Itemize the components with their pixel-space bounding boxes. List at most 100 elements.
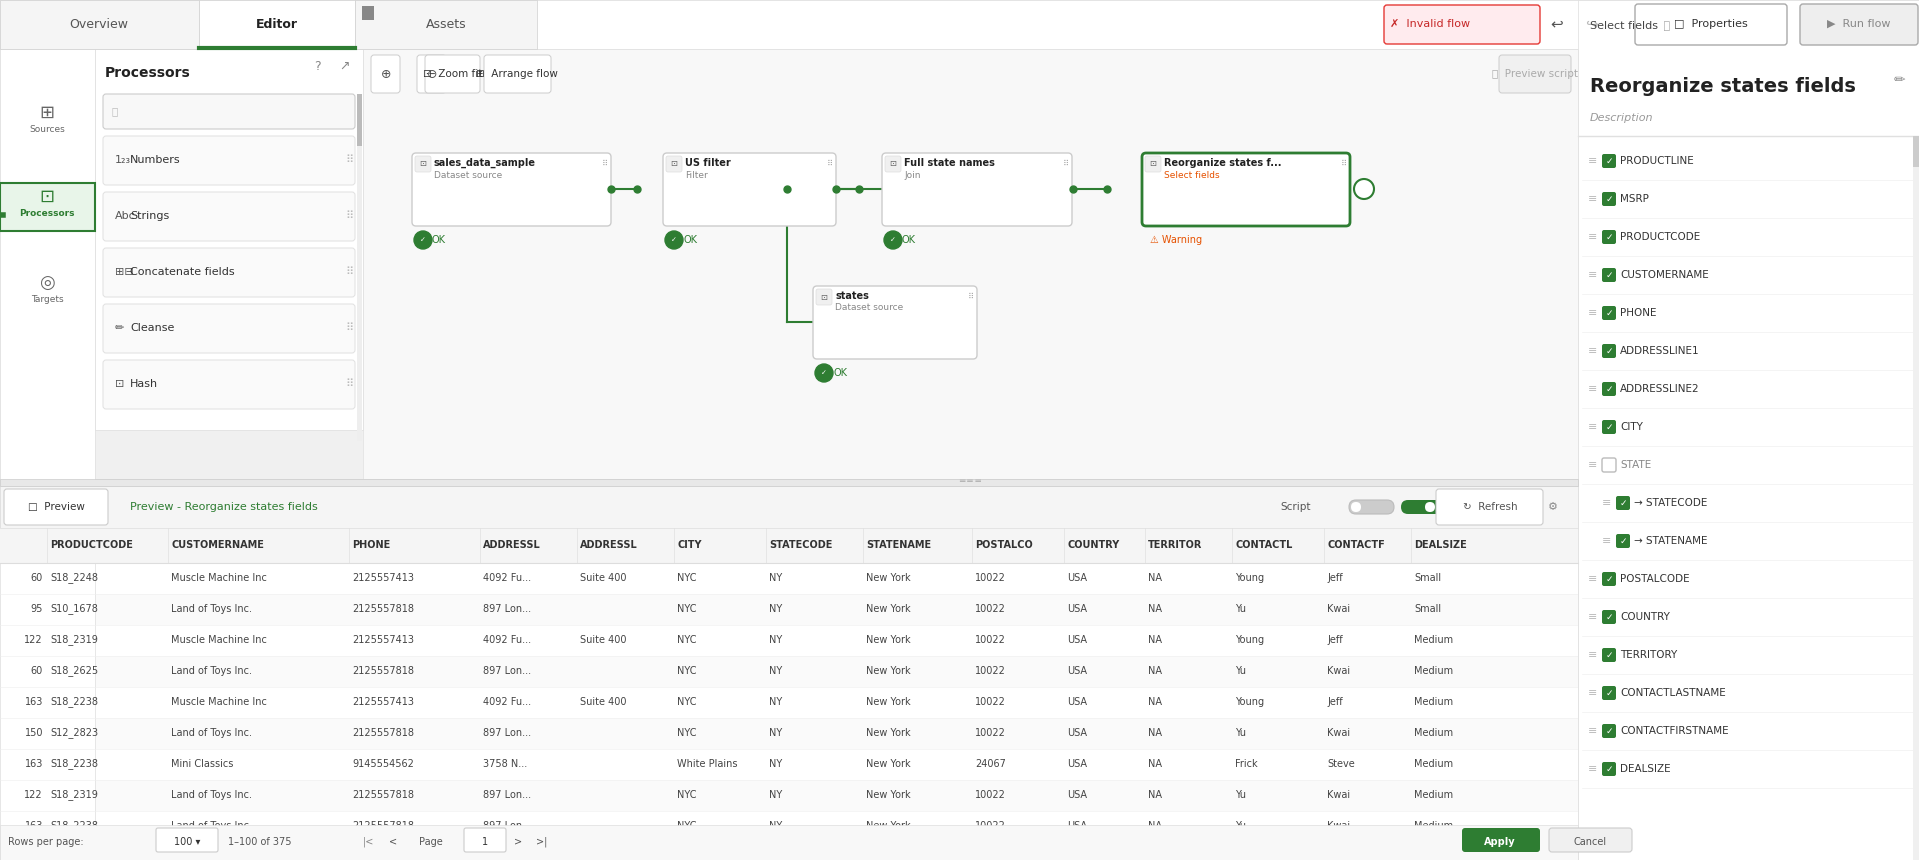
Text: 4092 Fu...: 4092 Fu... <box>484 635 532 645</box>
Text: OK: OK <box>683 235 697 245</box>
Text: NY: NY <box>770 573 783 583</box>
FancyBboxPatch shape <box>885 156 902 172</box>
Bar <box>0 479 1577 860</box>
Text: New York: New York <box>865 821 912 831</box>
Bar <box>0 749 1577 780</box>
Text: ≡: ≡ <box>1589 270 1597 280</box>
Text: Muscle Machine Inc: Muscle Machine Inc <box>171 635 267 645</box>
Text: ⚠ Warning: ⚠ Warning <box>1149 235 1201 245</box>
Text: ✗  Invalid flow: ✗ Invalid flow <box>1389 19 1470 29</box>
Text: Editor: Editor <box>255 17 297 30</box>
Text: ⠿: ⠿ <box>827 158 833 168</box>
Text: NYC: NYC <box>677 728 697 738</box>
Text: □  Properties: □ Properties <box>1673 19 1748 29</box>
Text: NY: NY <box>770 728 783 738</box>
Text: ✓: ✓ <box>1606 689 1612 697</box>
Text: ✓: ✓ <box>672 237 677 243</box>
Bar <box>96 49 363 430</box>
Text: ✓: ✓ <box>1606 574 1612 583</box>
FancyBboxPatch shape <box>1602 420 1616 434</box>
FancyBboxPatch shape <box>662 153 837 226</box>
Text: 95: 95 <box>31 604 42 614</box>
Text: ≡: ≡ <box>1589 308 1597 318</box>
Text: 150: 150 <box>25 728 42 738</box>
Text: Medium: Medium <box>1414 666 1453 676</box>
Text: Targets: Targets <box>31 294 63 304</box>
Text: ✓: ✓ <box>1620 537 1627 545</box>
Text: ↩: ↩ <box>1551 16 1564 32</box>
Text: STATECODE: STATECODE <box>770 540 833 550</box>
Text: USA: USA <box>1067 790 1086 800</box>
Text: S18_2238: S18_2238 <box>50 759 98 770</box>
Text: 10022: 10022 <box>975 728 1006 738</box>
Text: OK: OK <box>833 368 846 378</box>
Text: NYC: NYC <box>677 697 697 707</box>
Text: USA: USA <box>1067 604 1086 614</box>
Text: ≡: ≡ <box>1589 764 1597 774</box>
Bar <box>0 594 1577 625</box>
Text: NYC: NYC <box>677 821 697 831</box>
FancyBboxPatch shape <box>883 153 1073 226</box>
FancyBboxPatch shape <box>1602 648 1616 662</box>
Text: USA: USA <box>1067 573 1086 583</box>
Text: NYC: NYC <box>677 604 697 614</box>
Text: ⓘ: ⓘ <box>1660 21 1670 31</box>
Text: Land of Toys Inc.: Land of Toys Inc. <box>171 604 251 614</box>
Text: ✓: ✓ <box>1606 194 1612 204</box>
Text: ✓: ✓ <box>1606 271 1612 280</box>
Text: sales_data_sample: sales_data_sample <box>434 158 535 169</box>
Text: S18_2238: S18_2238 <box>50 820 98 832</box>
Text: 3758 N...: 3758 N... <box>484 759 528 769</box>
Text: ADDRESSL: ADDRESSL <box>580 540 637 550</box>
Text: 2125557818: 2125557818 <box>351 666 415 676</box>
Text: ≡: ≡ <box>1589 460 1597 470</box>
Text: Young: Young <box>1236 697 1265 707</box>
Text: ✓: ✓ <box>1620 499 1627 507</box>
Text: 60: 60 <box>31 666 42 676</box>
FancyBboxPatch shape <box>1349 500 1393 514</box>
Text: → STATENAME: → STATENAME <box>1633 536 1708 546</box>
Text: CONTACTLASTNAME: CONTACTLASTNAME <box>1620 688 1725 698</box>
Text: DEALSIZE: DEALSIZE <box>1414 540 1466 550</box>
Text: Mini Classics: Mini Classics <box>171 759 234 769</box>
Text: Reorganize states fields: Reorganize states fields <box>1591 77 1856 96</box>
Text: 163: 163 <box>25 697 42 707</box>
FancyBboxPatch shape <box>104 248 355 297</box>
Text: ⠿: ⠿ <box>603 158 608 168</box>
Text: NA: NA <box>1148 573 1163 583</box>
Bar <box>363 49 1577 479</box>
FancyBboxPatch shape <box>1602 192 1616 206</box>
Text: 10022: 10022 <box>975 635 1006 645</box>
Text: Medium: Medium <box>1414 821 1453 831</box>
Text: Jeff: Jeff <box>1328 635 1343 645</box>
Text: Yu: Yu <box>1236 821 1245 831</box>
Text: 122: 122 <box>25 790 42 800</box>
Text: 897 Lon...: 897 Lon... <box>484 666 532 676</box>
Text: ≡: ≡ <box>1602 498 1612 508</box>
Bar <box>0 486 1577 528</box>
Text: ⊖: ⊖ <box>426 67 438 81</box>
Text: ⠿: ⠿ <box>345 379 353 389</box>
Text: Medium: Medium <box>1414 635 1453 645</box>
Text: Data preview: Data preview <box>1453 502 1522 512</box>
Text: ≡: ≡ <box>1589 612 1597 622</box>
Text: 163: 163 <box>25 821 42 831</box>
Text: >: > <box>514 837 522 847</box>
FancyBboxPatch shape <box>816 289 833 305</box>
FancyBboxPatch shape <box>484 55 551 93</box>
Text: ↻  Refresh: ↻ Refresh <box>1462 502 1518 512</box>
Text: 163: 163 <box>25 759 42 769</box>
Text: DEALSIZE: DEALSIZE <box>1620 764 1671 774</box>
Text: 24067: 24067 <box>975 759 1006 769</box>
Bar <box>0 528 1577 563</box>
Text: Medium: Medium <box>1414 759 1453 769</box>
Text: ⊡: ⊡ <box>40 188 54 206</box>
Text: PRODUCTLINE: PRODUCTLINE <box>1620 156 1694 166</box>
FancyBboxPatch shape <box>1602 268 1616 282</box>
Text: MSRP: MSRP <box>1620 194 1648 204</box>
FancyBboxPatch shape <box>666 156 681 172</box>
FancyBboxPatch shape <box>1462 828 1541 852</box>
Text: ✓: ✓ <box>1606 612 1612 622</box>
Text: Preview - Reorganize states fields: Preview - Reorganize states fields <box>130 502 319 512</box>
Text: New York: New York <box>865 604 912 614</box>
